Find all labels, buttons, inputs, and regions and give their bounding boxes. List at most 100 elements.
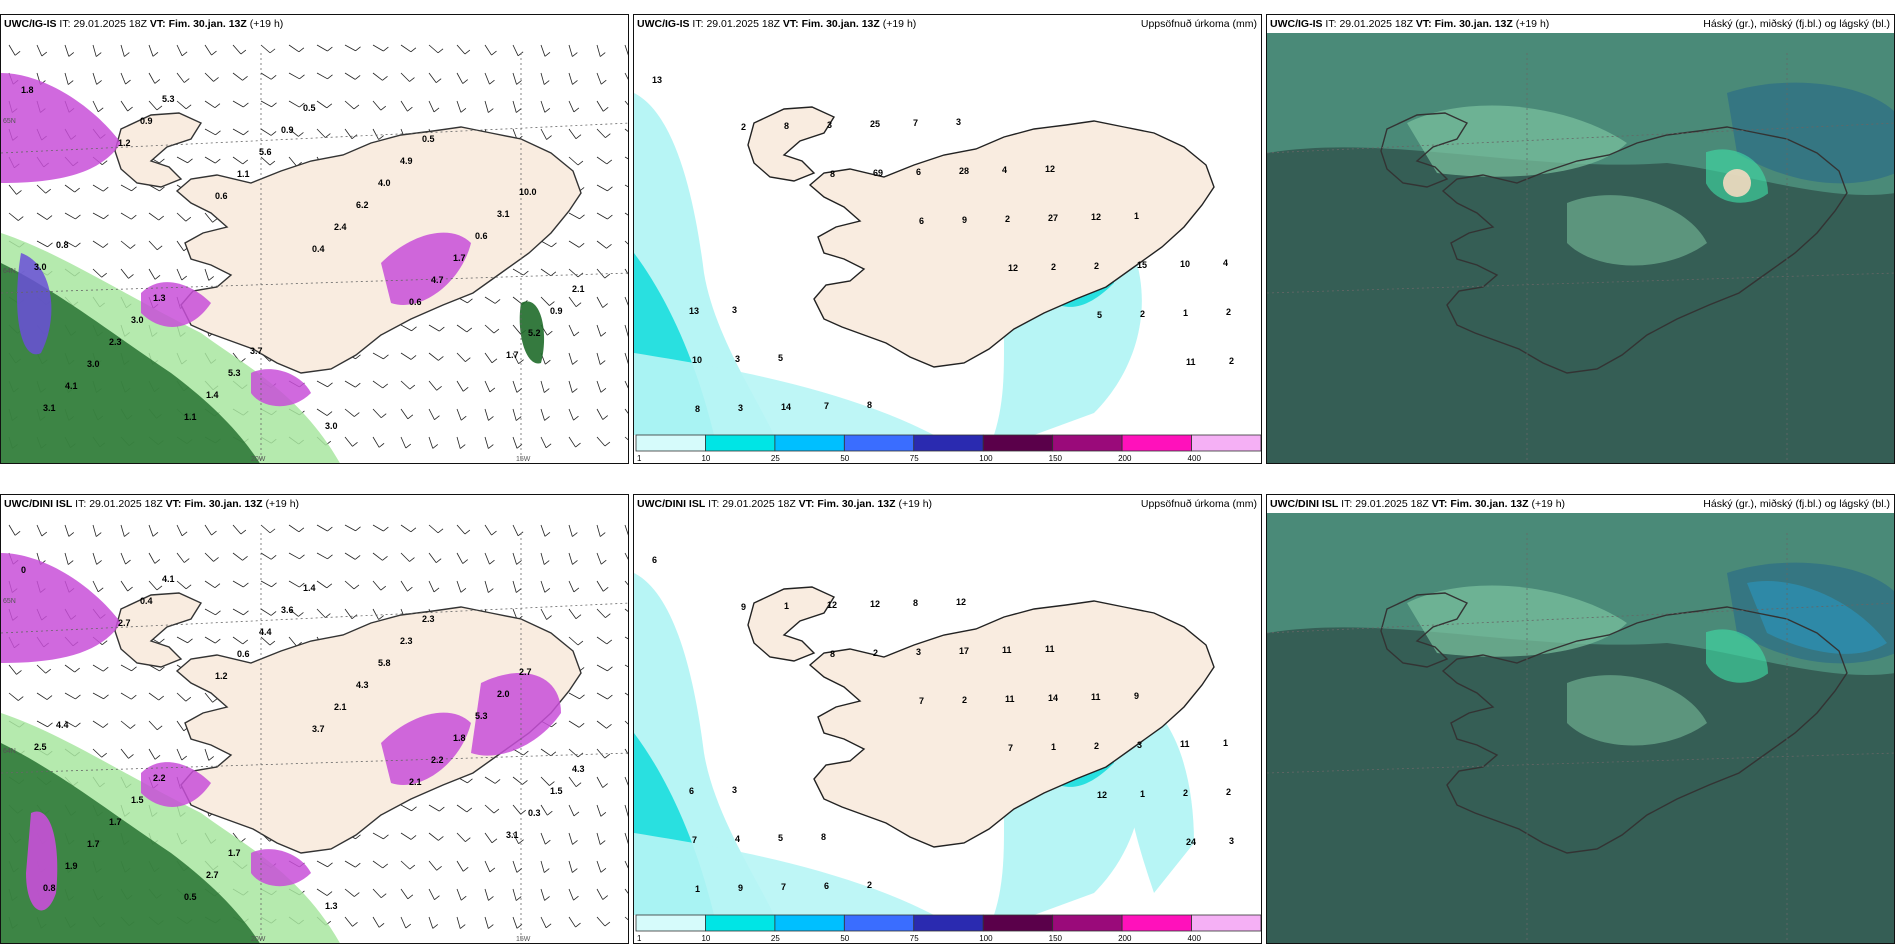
value-label: 4.1 [162, 574, 175, 584]
it-label: IT: [75, 498, 87, 510]
wind-barb [372, 916, 380, 928]
wind-barb-flag [436, 865, 442, 871]
value-label: 2.4 [334, 222, 347, 232]
cloud-contour [1706, 629, 1769, 683]
wind-barb [232, 552, 243, 561]
wind-barb [596, 436, 606, 447]
wind-barb-flag [575, 922, 581, 928]
wind-barb [344, 128, 353, 139]
wind-barb-flag [243, 610, 249, 616]
wind-barb [456, 832, 466, 842]
value-label: 1.7 [87, 839, 100, 849]
wind-barb [92, 100, 99, 112]
wind-barb [624, 296, 628, 306]
wind-barb [400, 524, 412, 533]
wind-barb-flag [271, 582, 277, 588]
wind-barb-flag [380, 105, 387, 111]
value-label: 3 [1229, 836, 1234, 846]
wind-barb [260, 72, 272, 80]
wind-barb-flag [131, 214, 137, 220]
value-label: 11 [1005, 694, 1015, 704]
wind-barb-flag [213, 77, 219, 82]
wind-barb-flag [600, 812, 607, 817]
wind-barb-flag [628, 813, 629, 817]
value-label: 0 [21, 565, 26, 575]
value-label: 24 [1186, 837, 1196, 847]
panel-header: UWC/IG-IS IT: 29.01.2025 18Z VT: Fim. 30… [1267, 15, 1894, 33]
wind-barb [624, 580, 628, 586]
colorbar-segment [913, 914, 984, 932]
wind-barb-flag [572, 360, 578, 365]
iceland-landmass [1380, 112, 1848, 374]
forecast-step: (+19 h) [249, 18, 284, 30]
wind-barb [484, 832, 493, 843]
value-label: 2.2 [153, 773, 166, 783]
value-label: 2 [873, 648, 878, 658]
wind-barb [400, 804, 412, 812]
wind-barb [540, 128, 547, 140]
iceland-coastline [175, 126, 582, 374]
wind-barb-flag [516, 588, 522, 593]
iceland-landmass [747, 106, 1215, 368]
wind-barb [596, 380, 602, 393]
wind-barb [568, 692, 580, 700]
value-label: 10 [692, 355, 702, 365]
wind-barb [316, 552, 328, 560]
wind-barb-flag [438, 836, 444, 841]
wind-barb [540, 408, 545, 421]
wind-barb-flag [520, 809, 526, 815]
wind-barb [176, 100, 187, 110]
colorbar-segment [774, 914, 845, 932]
wind-barb-flag [181, 51, 188, 57]
colorbar-tick: 10 [701, 934, 710, 943]
wind-barb-flag [102, 723, 109, 728]
wind-barb [456, 552, 464, 564]
value-label: 8 [867, 400, 872, 410]
value-label: 6 [652, 555, 657, 565]
wind-barb-flag [354, 412, 360, 417]
wind-barb [36, 44, 43, 57]
wind-barb-flag [128, 754, 134, 759]
panel-title: Uppsöfnuð úrkoma (mm) [1140, 18, 1257, 30]
wind-barb-flag [327, 74, 333, 80]
wind-barb [344, 72, 356, 80]
wind-barb [568, 916, 576, 928]
wind-barb [204, 44, 212, 56]
wind-barb [344, 524, 356, 532]
wind-barb [540, 436, 547, 449]
wind-barb-flag [152, 532, 159, 537]
wind-barb-flag [547, 330, 553, 336]
value-label: 0.4 [140, 596, 153, 606]
wind-barb-flag [101, 640, 108, 646]
value-label: 9 [962, 215, 967, 225]
value-label: 4.9 [400, 156, 413, 166]
wind-barb [92, 748, 103, 758]
wind-barb-flag [604, 273, 611, 279]
value-label: 11 [1002, 645, 1012, 655]
wind-barb-flag [355, 834, 361, 840]
wind-barb [428, 524, 439, 534]
wind-barb-flag [575, 134, 582, 140]
wind-barb [540, 804, 548, 816]
wind-barb [512, 352, 519, 364]
wind-barb [624, 128, 628, 132]
value-label: 1.3 [153, 293, 166, 303]
value-label: 1.1 [237, 169, 250, 179]
wind-barb-flag [409, 557, 415, 562]
wind-barb-flag [16, 190, 22, 195]
value-label: 3 [735, 354, 740, 364]
wind-barb [540, 860, 545, 873]
wind-barb-flag [214, 103, 221, 109]
model-name: UWC/DINI ISL [637, 498, 706, 510]
wind-barb-flag [607, 186, 613, 192]
wind-barb [484, 44, 492, 56]
wind-barb [344, 408, 355, 417]
wind-barb-flag [159, 158, 165, 164]
value-label: 0.5 [303, 103, 316, 113]
iceland-coastline [808, 600, 1215, 848]
wind-barb [596, 804, 602, 817]
wind-barb-flag [465, 357, 471, 362]
wind-barb [400, 552, 410, 562]
wind-barb [8, 692, 19, 701]
wind-barb-flag [436, 385, 442, 391]
